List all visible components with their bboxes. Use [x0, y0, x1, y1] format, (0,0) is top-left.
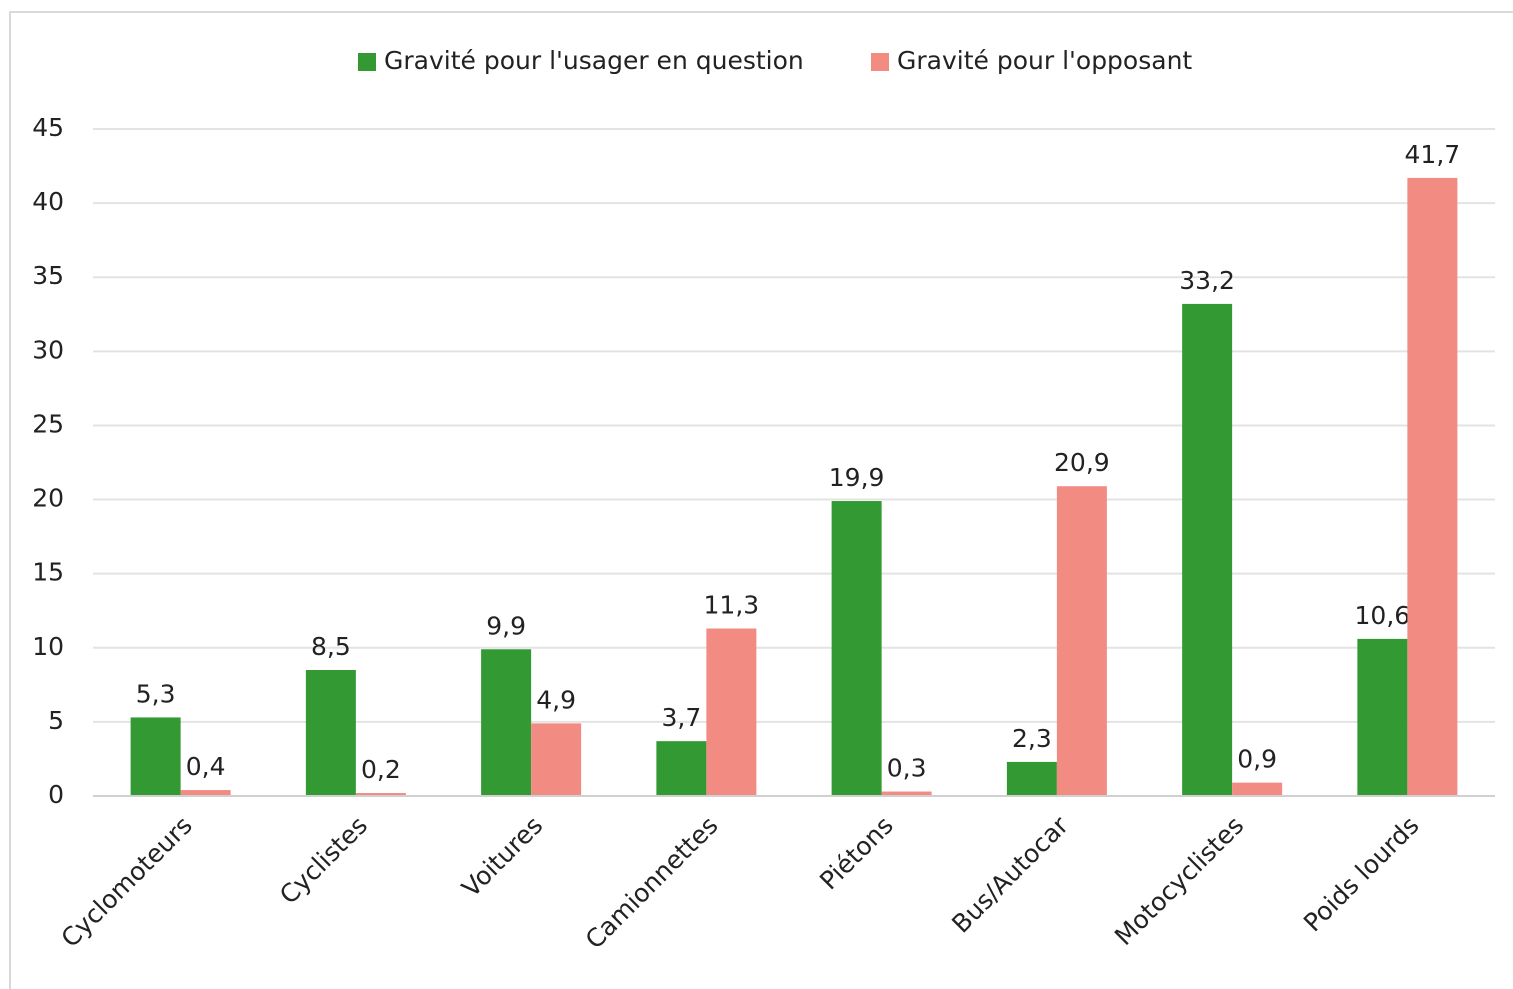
- data-label: 20,9: [1054, 448, 1110, 477]
- legend-label: Gravité pour l'usager en question: [384, 46, 804, 75]
- data-label: 0,3: [887, 754, 927, 783]
- bar: [1357, 638, 1408, 796]
- y-tick-label: 25: [32, 409, 64, 438]
- bar: [355, 793, 406, 796]
- data-label: 3,7: [661, 703, 701, 732]
- bar: [656, 741, 707, 796]
- y-tick-label: 5: [48, 706, 64, 735]
- y-tick-label: 30: [32, 335, 64, 364]
- y-tick-label: 0: [48, 780, 64, 809]
- legend-swatch: [358, 53, 376, 71]
- data-label: 2,3: [1012, 724, 1052, 753]
- bar: [706, 628, 757, 796]
- y-tick-label: 45: [32, 113, 64, 142]
- bar: [1006, 761, 1057, 796]
- bar: [1232, 782, 1283, 796]
- legend-swatch: [871, 53, 889, 71]
- data-label: 10,6: [1355, 601, 1411, 630]
- data-label: 8,5: [311, 632, 351, 661]
- bar: [180, 790, 231, 796]
- data-label: 9,9: [486, 611, 526, 640]
- y-tick-label: 20: [32, 484, 64, 513]
- data-label: 5,3: [136, 679, 176, 708]
- data-label: 33,2: [1179, 266, 1235, 295]
- data-label: 41,7: [1405, 140, 1461, 169]
- y-tick-label: 35: [32, 261, 64, 290]
- data-label: 19,9: [829, 463, 885, 492]
- legend-label: Gravité pour l'opposant: [897, 46, 1192, 75]
- bar: [1407, 177, 1458, 796]
- bar: [305, 670, 356, 796]
- bar: [881, 791, 932, 796]
- data-label: 0,2: [361, 755, 401, 784]
- bar: [531, 723, 582, 796]
- bar: [1182, 303, 1233, 796]
- data-label: 11,3: [704, 591, 760, 620]
- bar: [1056, 486, 1107, 796]
- y-tick-label: 40: [32, 187, 64, 216]
- bar: [481, 649, 532, 796]
- data-label: 4,9: [536, 685, 576, 714]
- data-label: 0,9: [1237, 745, 1277, 774]
- bar: [130, 717, 181, 796]
- bar: [831, 501, 882, 796]
- data-label: 0,4: [186, 752, 226, 781]
- y-tick-label: 10: [32, 632, 64, 661]
- y-tick-label: 15: [32, 558, 64, 587]
